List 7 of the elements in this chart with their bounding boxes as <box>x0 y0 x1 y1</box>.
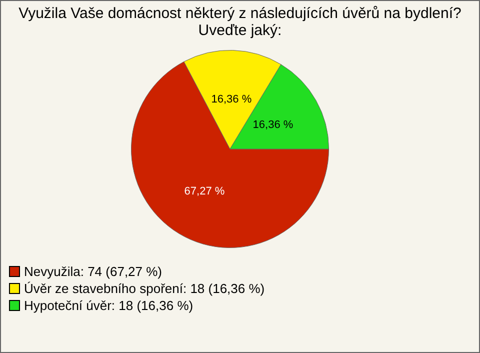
legend-label: Hypoteční úvěr: 18 (16,36 %) <box>24 297 194 314</box>
data-label: 67,27 % <box>184 185 225 198</box>
data-label: 16,36 % <box>211 94 252 106</box>
chart-title: Využila Vaše domácnost některý z následujících úvěrů na bydlení? Uveďte jaký: <box>18 5 462 39</box>
legend-label: Nevyužila: 74 (67,27 %) <box>24 263 162 280</box>
data-label: 16,36 % <box>252 118 294 131</box>
legend-label: Úvěr ze stavebního spoření: 18 (16,36 %) <box>24 280 265 297</box>
